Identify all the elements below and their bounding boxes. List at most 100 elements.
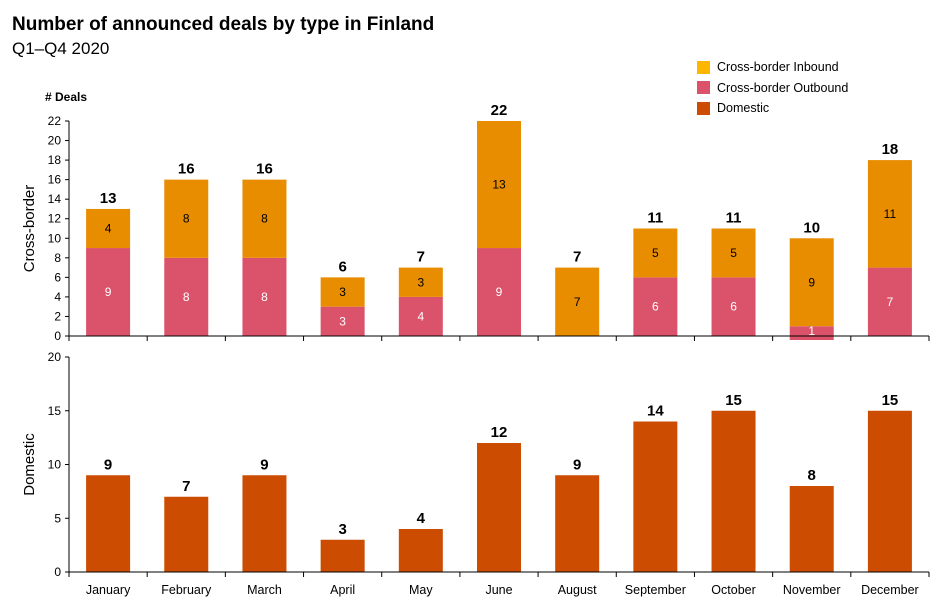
x-tick-label: June: [485, 583, 512, 597]
data-label-domestic: 14: [647, 403, 664, 420]
legend-swatch-domestic: [697, 101, 710, 115]
data-label-domestic: 15: [725, 392, 742, 409]
data-label-outbound: 6: [730, 300, 737, 314]
bar-outbound: [789, 326, 834, 340]
data-label-inbound: 9: [808, 275, 815, 289]
y-tick-label: 4: [54, 290, 61, 304]
data-label-domestic: 8: [808, 467, 816, 484]
total-label: 6: [338, 258, 346, 275]
data-label-domestic: 9: [104, 456, 112, 473]
bar-inbound: [555, 267, 600, 336]
x-tick-label: January: [86, 583, 131, 597]
bar-inbound: [164, 179, 209, 258]
chart-subtitle: Q1–Q4 2020: [12, 39, 110, 58]
bar-domestic: [86, 475, 131, 572]
total-label: 11: [647, 210, 663, 227]
bar-inbound: [242, 179, 287, 258]
data-label-outbound: 1: [808, 324, 815, 338]
bar-domestic: [711, 410, 756, 572]
x-tick-label: October: [711, 583, 755, 597]
data-label-outbound: 3: [339, 314, 346, 328]
bar-inbound: [789, 238, 834, 327]
x-tick-label: March: [247, 583, 282, 597]
legend-swatch-inbound: [697, 60, 710, 74]
bar-inbound: [867, 160, 912, 268]
bar-outbound: [242, 257, 287, 336]
data-label-domestic: 3: [338, 521, 346, 538]
legend-swatch-outbound: [697, 81, 710, 95]
bar-domestic: [789, 486, 834, 572]
legend-label-domestic: Domestic: [717, 101, 770, 116]
y-axis-title: Cross-border: [21, 185, 38, 273]
bar-domestic: [867, 410, 912, 572]
y-tick-label: 15: [48, 404, 62, 418]
bar-outbound: [398, 296, 443, 336]
total-label: 7: [573, 249, 581, 266]
bar-domestic: [555, 475, 600, 572]
bar-domestic: [477, 443, 521, 572]
bar-outbound: [477, 248, 521, 336]
y-unit-label: # Deals: [45, 90, 87, 104]
bar-inbound: [320, 277, 365, 307]
total-label: 7: [417, 249, 425, 266]
data-label-inbound: 7: [574, 295, 581, 309]
data-label-inbound: 8: [183, 212, 190, 226]
y-tick-label: 8: [54, 251, 61, 265]
data-label-outbound: 8: [261, 290, 268, 304]
data-label-domestic: 15: [882, 392, 899, 409]
y-tick-label: 6: [54, 270, 61, 284]
y-tick-label: 18: [48, 153, 62, 167]
bar-inbound: [86, 208, 131, 249]
y-tick-label: 20: [48, 350, 62, 364]
legend: Cross-border Inbound Cross-border Outbou…: [697, 57, 848, 119]
legend-label-inbound: Cross-border Inbound: [717, 60, 839, 75]
bar-inbound: [633, 228, 678, 278]
legend-item-domestic: Domestic: [697, 98, 848, 119]
data-label-outbound: 9: [496, 285, 503, 299]
total-label: 11: [726, 210, 742, 227]
legend-item-outbound: Cross-border Outbound: [697, 78, 848, 99]
total-label: 22: [491, 102, 508, 119]
bar-outbound: [320, 306, 365, 336]
data-label-inbound: 5: [730, 246, 737, 260]
bar-outbound: [86, 248, 131, 336]
x-tick-label: September: [625, 583, 686, 597]
y-tick-label: 0: [54, 329, 61, 343]
legend-item-inbound: Cross-border Inbound: [697, 57, 848, 78]
x-tick-label: February: [161, 583, 212, 597]
data-label-inbound: 11: [884, 207, 897, 221]
total-label: 10: [803, 219, 820, 236]
bar-inbound: [711, 228, 756, 278]
data-label-inbound: 4: [105, 222, 112, 236]
data-label-outbound: 9: [105, 285, 112, 299]
y-tick-label: 14: [48, 192, 62, 206]
bar-outbound: [867, 267, 912, 336]
x-tick-label: November: [783, 583, 841, 597]
bar-domestic: [633, 421, 678, 572]
data-label-domestic: 12: [491, 424, 508, 441]
data-label-domestic: 9: [573, 456, 581, 473]
bar-outbound: [164, 257, 209, 336]
total-label: 13: [100, 190, 117, 207]
total-label: 18: [882, 141, 899, 158]
y-axis-title: Domestic: [21, 433, 38, 496]
y-tick-label: 10: [48, 231, 62, 245]
bar-domestic: [164, 496, 209, 572]
y-tick-label: 10: [48, 458, 62, 472]
y-tick-label: 0: [54, 565, 61, 579]
chart-title: Number of announced deals by type in Fin…: [12, 14, 435, 35]
y-tick-label: 2: [54, 309, 61, 323]
data-label-inbound: 8: [261, 212, 268, 226]
data-label-inbound: 13: [492, 178, 506, 192]
data-label-inbound: 3: [417, 275, 424, 289]
y-tick-label: 16: [48, 173, 62, 187]
data-label-inbound: 5: [652, 246, 659, 260]
x-tick-label: April: [330, 583, 355, 597]
bar-outbound: [711, 277, 756, 336]
data-label-domestic: 9: [260, 456, 268, 473]
total-label: 16: [178, 161, 195, 178]
data-label-outbound: 6: [652, 300, 659, 314]
legend-label-outbound: Cross-border Outbound: [717, 80, 849, 95]
x-tick-label: August: [558, 583, 597, 597]
bar-inbound: [477, 121, 521, 249]
